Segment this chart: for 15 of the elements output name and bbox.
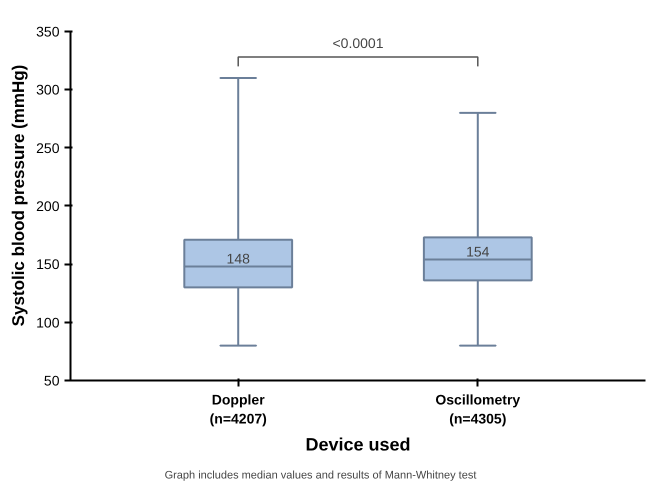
x-tick-label: Oscillometry (n=4305): [435, 392, 520, 427]
y-tick-label: 50: [44, 372, 60, 388]
y-tick-label: 150: [36, 256, 60, 272]
y-tick-label: 350: [36, 23, 60, 40]
annotation: <0.0001: [332, 35, 384, 52]
y-axis-title: Systolic blood pressure (mmHg): [9, 64, 28, 326]
y-tick-label: 100: [36, 314, 60, 330]
text: 154: [466, 243, 490, 260]
y-tick-label: 250: [36, 140, 60, 156]
x-tick-label: Doppler (n=4207): [210, 392, 267, 427]
y-tick-label: 200: [36, 198, 60, 214]
text: 148: [226, 250, 250, 266]
text: Graph includes median values and results of Mann-Whitney test: [164, 470, 476, 482]
x-axis-title: Device used: [305, 434, 411, 455]
y-tick-label: 300: [36, 82, 60, 98]
